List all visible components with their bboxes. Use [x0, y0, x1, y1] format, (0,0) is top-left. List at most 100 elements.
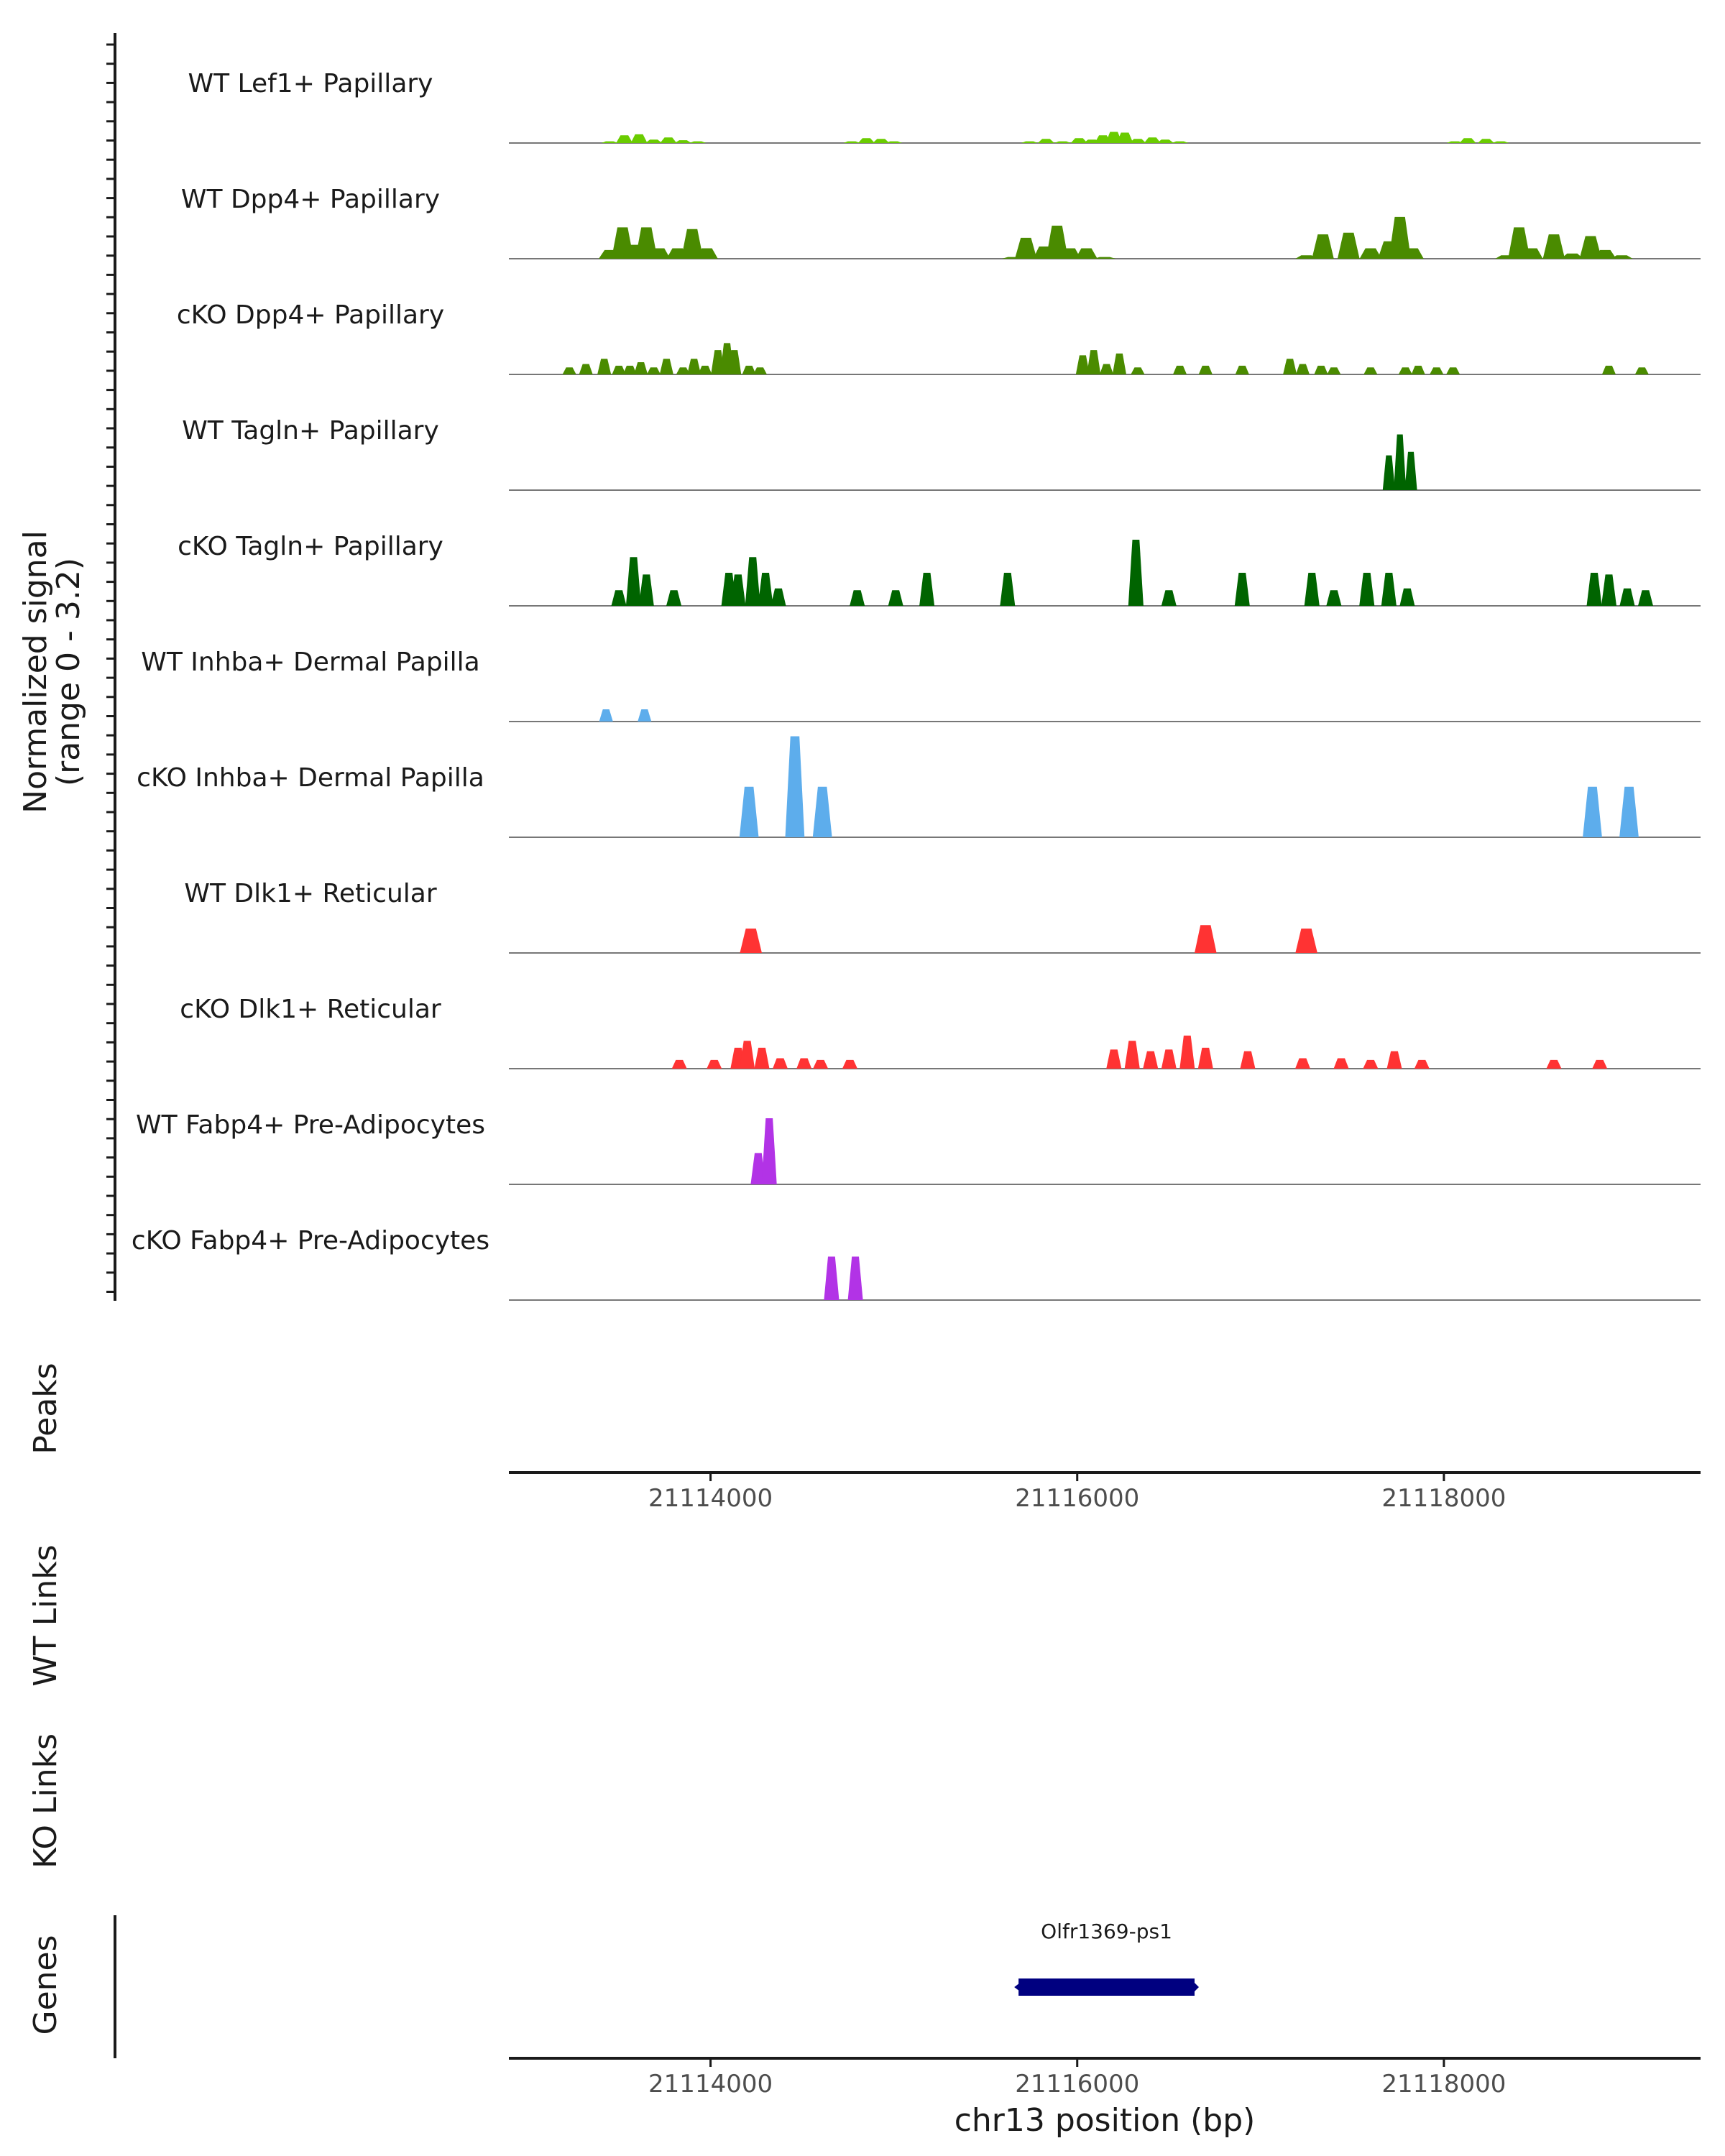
signal-peak [681, 229, 704, 259]
signal-axis-ticks [106, 43, 115, 1293]
signal-peak [873, 139, 890, 143]
signal-peak [1021, 141, 1038, 143]
signal-peak [727, 350, 742, 374]
genes-x-axis-ticks: 21114000 21116000 21118000 [648, 2058, 1506, 2099]
signal-peak [1359, 573, 1375, 606]
signal-peak [919, 573, 935, 606]
signal-peak [1037, 139, 1054, 143]
signal-peak [646, 367, 661, 374]
signal-peak [648, 248, 671, 259]
signal-peak [666, 590, 682, 606]
signal-peak [796, 1058, 812, 1069]
signal-peak [1638, 590, 1653, 606]
signal-peak [1054, 141, 1071, 143]
signal-tracks: WT Lef1+ Papillary WT Dpp4+ Papillary cKO … [132, 69, 1701, 1301]
signal-peak [622, 365, 637, 374]
signal-peak [625, 557, 641, 606]
track-3: cKO Dpp4+ Papillary [177, 300, 1701, 375]
signal-peak [645, 139, 662, 143]
signal-peak [1112, 353, 1126, 374]
wt-links-panel-label: WT Links [27, 1544, 64, 1686]
signal-peak [1070, 138, 1087, 143]
signal-peak [773, 1058, 788, 1069]
signal-peak [1586, 573, 1602, 606]
peaks-x-axis-ticks: 21114000 21116000 21118000 [648, 1473, 1506, 1513]
signal-peak [1143, 1051, 1159, 1069]
signal-peak [671, 1059, 687, 1069]
signal-peak [660, 137, 677, 143]
signal-peak [754, 1047, 770, 1069]
signal-peak [638, 574, 654, 606]
signal-peak [1283, 359, 1297, 374]
signal-peak [1235, 365, 1249, 374]
x-axis-title: chr13 position (bp) [954, 2102, 1256, 2139]
signal-peak [1561, 253, 1583, 259]
track-4: WT Tagln+ Papillary [182, 416, 1701, 491]
signal-peak [813, 1059, 829, 1069]
signal-peak [1197, 1047, 1213, 1069]
signal-peak [601, 141, 618, 143]
signal-peak [1402, 248, 1424, 259]
track-6: WT Inhba+ Dermal Papilla [141, 648, 1701, 722]
signal-peak [742, 365, 756, 374]
signal-peak [1195, 925, 1217, 953]
signal-peak [1075, 248, 1098, 259]
signal-peak [1579, 236, 1602, 259]
signal-peak [1459, 138, 1476, 143]
x-tick-label: 21118000 [1381, 1484, 1506, 1513]
signal-peak [888, 590, 903, 606]
signal-peak [1592, 1059, 1608, 1069]
signal-peak [739, 786, 759, 837]
signal-peak [635, 227, 658, 259]
signal-peak [886, 141, 903, 143]
signal-peak [1295, 929, 1317, 953]
track-2: WT Dpp4+ Papillary [181, 185, 1701, 259]
track-label: WT Fabp4+ Pre-Adipocytes [136, 1110, 485, 1140]
signal-peak [770, 588, 786, 606]
signal-peak [1363, 367, 1378, 374]
signal-peak [1619, 588, 1635, 606]
signal-peak [1430, 367, 1444, 374]
gene-end-cap [1190, 1978, 1199, 1996]
track-8: WT Dlk1+ Reticular [184, 879, 1701, 954]
gene-body [1018, 1978, 1195, 1996]
track-label: WT Tagln+ Papillary [182, 416, 439, 446]
signal-peak [597, 359, 612, 374]
signal-peak [1198, 365, 1213, 374]
track-label: WT Lef1+ Papillary [188, 69, 433, 98]
signal-peak [1131, 367, 1145, 374]
signal-peak [1601, 574, 1616, 606]
signal-peak [1521, 248, 1543, 259]
signal-peak [1087, 350, 1101, 374]
signal-peak [1381, 573, 1397, 606]
signal-peak [616, 135, 633, 143]
signal-peak [1295, 364, 1310, 374]
signal-peak [850, 590, 865, 606]
signal-peak [1634, 367, 1649, 374]
signal-peak [824, 1256, 840, 1300]
signal-peak [1594, 249, 1616, 259]
signal-peak [630, 134, 648, 143]
signal-peak [1446, 141, 1463, 143]
track-1: WT Lef1+ Papillary [188, 69, 1701, 144]
y-axis-title: Normalized signal(range 0 - 3.2) [17, 530, 87, 814]
track-7: cKO Inhba+ Dermal Papilla [137, 736, 1701, 838]
signal-peak [674, 140, 691, 143]
signal-peak [1116, 132, 1133, 143]
gene-track: Olfr1369-ps1 [1014, 1920, 1199, 1996]
signal-peak [1161, 590, 1177, 606]
signal-peak [1093, 257, 1116, 259]
signal-peak [1144, 137, 1161, 143]
signal-peak [707, 1059, 722, 1069]
signal-peak [1179, 1036, 1195, 1069]
signal-peak [857, 138, 875, 143]
signal-peak [1394, 434, 1407, 490]
signal-peak [1327, 367, 1341, 374]
ko-links-panel-label: KO Links [27, 1733, 64, 1869]
signal-peak [740, 1041, 755, 1069]
signal-peak [1015, 237, 1037, 259]
signal-peak [1240, 1051, 1256, 1069]
track-label: cKO Dpp4+ Papillary [177, 300, 444, 330]
signal-peak [1611, 255, 1633, 259]
